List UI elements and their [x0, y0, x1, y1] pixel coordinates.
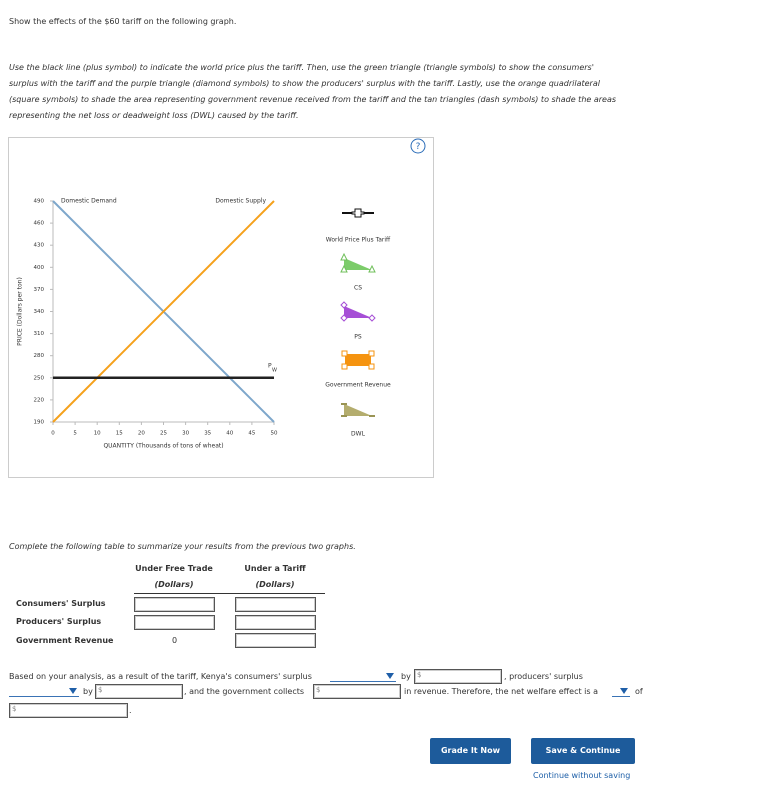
- y-tick-label: 430: [34, 243, 45, 249]
- input-box[interactable]: [134, 597, 215, 612]
- currency: $: [417, 671, 422, 679]
- y-tick-label: 280: [34, 353, 45, 359]
- summary-text: , producers' surplus: [504, 672, 583, 681]
- y-tick-label: 250: [34, 375, 45, 381]
- instruction-line: representing the net loss or deadweight …: [9, 111, 299, 120]
- table-intro: Complete the following table to summariz…: [9, 542, 356, 551]
- y-tick-label: 310: [34, 331, 45, 337]
- legend-world-price-tool[interactable]: [342, 208, 374, 218]
- legend-cs-tool[interactable]: [340, 252, 376, 273]
- summary-text: , and the government collects: [184, 687, 305, 696]
- x-tick-label: 15: [116, 431, 123, 437]
- currency: $: [98, 686, 103, 694]
- legend-label: CS: [354, 285, 362, 292]
- x-tick-label: 30: [182, 431, 189, 437]
- panel-border: [8, 137, 434, 478]
- x-tick-label: 5: [73, 431, 77, 437]
- price-subscript: W: [272, 367, 277, 373]
- x-axis-label: QUANTITY (Thousands of tons of wheat): [103, 443, 223, 450]
- series-label: Domestic Supply: [215, 198, 266, 205]
- dropdown[interactable]: [9, 686, 79, 697]
- price-label: P: [268, 362, 272, 369]
- column-unit: (Dollars): [154, 580, 194, 589]
- y-tick-label: 460: [34, 221, 45, 227]
- summary-text: of: [635, 687, 643, 696]
- input-box[interactable]: $: [9, 703, 128, 718]
- y-tick-label: 190: [34, 420, 45, 426]
- y-tick-label: 370: [34, 287, 45, 293]
- header-rule: [134, 593, 325, 594]
- input-box[interactable]: [235, 615, 316, 630]
- summary-text: by: [401, 672, 411, 681]
- x-tick-label: 0: [51, 431, 55, 437]
- line-series: [52, 200, 275, 423]
- input-box[interactable]: $: [313, 684, 401, 699]
- grade-button[interactable]: Grade It Now: [430, 738, 511, 764]
- x-tick-label: 25: [160, 431, 167, 437]
- input-box[interactable]: [235, 633, 316, 648]
- column-title: Under Free Trade: [135, 564, 213, 573]
- input-box[interactable]: $: [95, 684, 183, 699]
- x-tick-label: 45: [248, 431, 255, 437]
- help-icon[interactable]: [410, 138, 426, 154]
- y-tick-label: 400: [34, 265, 45, 271]
- column-unit: (Dollars): [255, 580, 295, 589]
- help-text[interactable]: ?: [416, 142, 421, 152]
- legend-label: Government Revenue: [325, 382, 391, 389]
- row-label: Government Revenue: [16, 636, 114, 645]
- legend-label: World Price Plus Tariff: [326, 237, 391, 244]
- legend-ps-tool[interactable]: [340, 301, 376, 322]
- graph-panel: ? World Price Plus Tariff CS PS Governme…: [8, 137, 434, 478]
- legend-label: DWL: [351, 431, 366, 438]
- currency: $: [12, 705, 17, 713]
- instruction-line: (square symbols) to shade the area repre…: [9, 95, 617, 104]
- summary-text: in revenue. Therefore, the net welfare e…: [404, 687, 599, 696]
- y-tick-label: 490: [34, 199, 45, 205]
- column-title: Under a Tariff: [244, 564, 306, 573]
- row-label: Consumers' Surplus: [16, 599, 106, 608]
- x-tick-label: 20: [138, 431, 145, 437]
- legend-label: PS: [354, 334, 362, 341]
- x-tick-label: 10: [94, 431, 101, 437]
- input-box[interactable]: $: [414, 669, 502, 684]
- currency: $: [316, 686, 321, 694]
- y-axis-label: PRICE (Dollars per ton): [17, 277, 24, 346]
- cell-value: 0: [171, 636, 178, 645]
- legend-dwl-tool[interactable]: [341, 403, 375, 417]
- input-box[interactable]: [235, 597, 316, 612]
- x-tick-label: 40: [226, 431, 233, 437]
- row-label: Producers' Surplus: [16, 617, 102, 626]
- summary-text: Based on your analysis, as a result of t…: [9, 672, 312, 681]
- instruction-line: Use the black line (plus symbol) to indi…: [9, 63, 594, 72]
- instruction-line: surplus with the tariff and the purple t…: [9, 79, 600, 88]
- summary-text: .: [129, 706, 132, 715]
- series-label: Domestic Demand: [61, 198, 117, 205]
- legend-revenue-tool[interactable]: [341, 350, 375, 370]
- continue-link[interactable]: Continue without saving: [533, 771, 631, 780]
- summary-text: by: [83, 687, 93, 696]
- save-button[interactable]: Save & Continue: [531, 738, 635, 764]
- x-tick-label: 50: [271, 431, 278, 437]
- prompt: Show the effects of the $60 tariff on th…: [9, 17, 237, 26]
- y-tick-label: 340: [34, 309, 45, 315]
- y-tick-label: 220: [34, 397, 45, 403]
- input-box[interactable]: [134, 615, 215, 630]
- dropdown[interactable]: [612, 686, 630, 697]
- dropdown[interactable]: [330, 671, 396, 682]
- x-tick-label: 35: [204, 431, 211, 437]
